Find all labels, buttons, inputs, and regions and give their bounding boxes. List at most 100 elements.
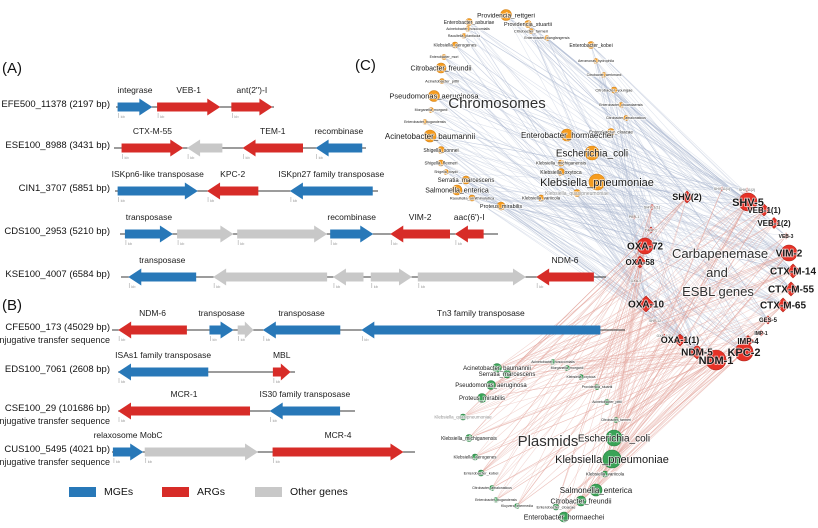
plasmid-node-group xyxy=(459,359,623,523)
network-edge xyxy=(496,252,790,369)
gene-arrow-label: TEM-1 xyxy=(260,126,286,136)
plasmid-node-label: Acinetobacter_baumannii xyxy=(463,366,531,372)
sequence-sublabel: Conjugative transfer sequence xyxy=(0,335,110,345)
gene-arrow xyxy=(187,139,223,157)
cluster-title: and xyxy=(706,265,728,280)
network-edge xyxy=(480,340,749,474)
network-edge xyxy=(490,319,769,386)
network-edge xyxy=(563,252,790,518)
network-edge xyxy=(530,30,790,254)
network-edge xyxy=(471,197,794,272)
network-edge xyxy=(540,197,794,272)
gene-node xyxy=(785,263,801,279)
chromosome-node-label: Klebsiella_oxytoca xyxy=(540,170,582,176)
network-edge xyxy=(580,335,665,378)
network-edge xyxy=(591,152,646,247)
chromosome-node xyxy=(618,102,624,108)
network-edge xyxy=(456,189,646,247)
chromosome-node xyxy=(496,201,506,211)
plasmid-node xyxy=(601,470,609,478)
network-edge xyxy=(500,205,762,334)
network-edge xyxy=(613,304,784,439)
panel-a-label: (A) xyxy=(2,60,22,77)
network-edge xyxy=(463,35,646,247)
network-edge xyxy=(440,149,717,361)
chromosome-node xyxy=(428,90,440,102)
chromosome-node-label: Aeromonas_hydrophila xyxy=(578,59,614,63)
chromosome-node-label: Citrobacter_amalonaticus xyxy=(606,116,646,120)
network-edge xyxy=(566,252,790,369)
network-edge xyxy=(467,28,749,203)
gene-arrow-label: relaxosome MobC xyxy=(94,430,163,440)
gene-arrow xyxy=(237,225,328,243)
network-edge xyxy=(433,95,790,254)
gene-arrow-label: Tn3 family transposase xyxy=(437,308,525,318)
network-edge xyxy=(505,14,749,342)
network-edge xyxy=(566,270,794,369)
network-edge xyxy=(552,340,749,363)
network-edge xyxy=(530,30,688,198)
plasmid-node xyxy=(465,434,473,442)
gene-node-label: OXA-9 xyxy=(631,279,642,283)
network-edge xyxy=(491,206,653,489)
network-edge xyxy=(468,304,784,439)
chromosome-node-group xyxy=(422,9,629,211)
chromosome-node xyxy=(451,41,459,49)
network-edge xyxy=(441,80,665,337)
scale-tick-label: kb xyxy=(539,284,544,289)
network-edge xyxy=(540,197,635,218)
gene-node xyxy=(719,186,725,192)
network-edge xyxy=(566,134,688,198)
gene-node-label: CTX-M-55 xyxy=(768,285,815,296)
network-edge xyxy=(496,288,792,369)
gene-arrow-label: transposase xyxy=(198,308,245,318)
network-edge xyxy=(429,135,748,191)
network-edge xyxy=(505,14,765,211)
gene-node-labels: SHV(2) SHV-11(1) SHV-11(2) SHV-5 SHV-1(1) PER… xyxy=(625,187,817,368)
gene-arrow xyxy=(272,443,404,461)
scale-tick-label: kb xyxy=(421,284,426,289)
scale-tick-label: kb xyxy=(246,155,251,160)
gene-map-row: ISKpn6-like transposase kb KPC-2 kb ISKpn27 … xyxy=(112,169,385,203)
network-edge xyxy=(530,30,688,198)
network-edge xyxy=(611,209,765,460)
network-edge xyxy=(566,134,641,263)
gene-arrow-label: NDM-6 xyxy=(139,308,166,318)
network-edge xyxy=(495,339,681,501)
network-edge xyxy=(465,179,717,361)
plasmid-node xyxy=(502,369,512,379)
network-edge xyxy=(580,252,790,378)
gene-node xyxy=(744,187,750,193)
gene-arrow-label: ISKpn27 family transposase xyxy=(278,169,384,179)
gene-node xyxy=(652,318,658,324)
network-edge xyxy=(516,201,749,507)
chromosome-node xyxy=(439,78,445,84)
network-edge xyxy=(566,351,698,369)
scale-tick-label: kb xyxy=(241,337,246,342)
network-edge xyxy=(555,201,749,508)
plasmid-node xyxy=(486,380,496,390)
scale-tick-label: kb xyxy=(121,198,126,203)
gene-node-label: GES-5 xyxy=(759,318,778,324)
network-edge xyxy=(555,351,745,508)
network-edge xyxy=(433,95,745,353)
sequence-row-label: EFE500_11378 (2197 bp) xyxy=(1,99,110,111)
network-edge xyxy=(491,359,717,489)
chromosome-node xyxy=(468,194,476,202)
plasmid-node-label: Acinetobacter_pittii xyxy=(592,400,622,404)
gene-node-label: VEB-1(1) xyxy=(747,206,781,215)
scale-tick-label: kb xyxy=(266,337,271,342)
chromosome-node-label: Klebsiella_michiganensis xyxy=(536,161,587,166)
network-edge xyxy=(603,74,641,263)
chromosome-node-label: Escherichia_coli xyxy=(556,149,628,160)
scale-tick-label: kb xyxy=(148,459,153,464)
gene-node xyxy=(738,192,758,212)
plasmid-node xyxy=(493,497,499,503)
network-edge xyxy=(496,270,794,369)
sequence-row-label: CIN1_3707 (5851 bp) xyxy=(19,183,110,195)
network-edge xyxy=(445,171,790,254)
plasmid-node-label: Citrobacter_farmeri xyxy=(601,418,631,422)
network-edge xyxy=(481,359,717,399)
network-edge xyxy=(595,60,717,361)
network-edge xyxy=(563,339,681,518)
